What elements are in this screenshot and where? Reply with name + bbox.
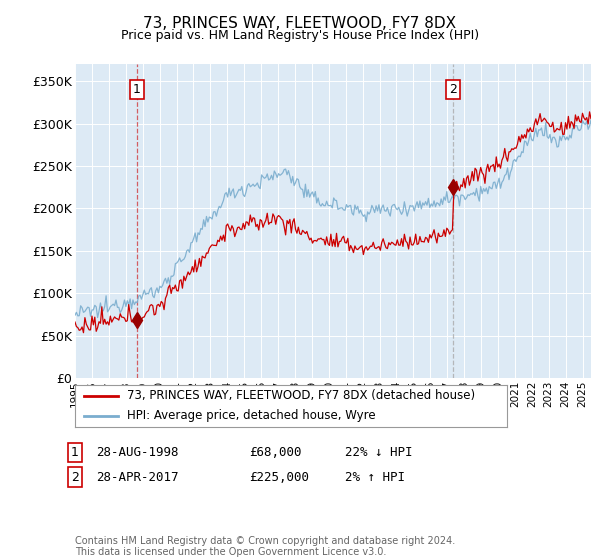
Text: 28-AUG-1998: 28-AUG-1998: [96, 446, 179, 459]
Text: 22% ↓ HPI: 22% ↓ HPI: [345, 446, 413, 459]
Text: 2% ↑ HPI: 2% ↑ HPI: [345, 470, 405, 484]
Text: 1: 1: [133, 83, 141, 96]
Text: Contains HM Land Registry data © Crown copyright and database right 2024.
This d: Contains HM Land Registry data © Crown c…: [75, 535, 455, 557]
Text: 73, PRINCES WAY, FLEETWOOD, FY7 8DX (detached house): 73, PRINCES WAY, FLEETWOOD, FY7 8DX (det…: [127, 389, 475, 402]
Text: 2: 2: [71, 470, 79, 484]
Text: 73, PRINCES WAY, FLEETWOOD, FY7 8DX: 73, PRINCES WAY, FLEETWOOD, FY7 8DX: [143, 16, 457, 31]
Text: 28-APR-2017: 28-APR-2017: [96, 470, 179, 484]
Text: £225,000: £225,000: [249, 470, 309, 484]
Text: Price paid vs. HM Land Registry's House Price Index (HPI): Price paid vs. HM Land Registry's House …: [121, 29, 479, 42]
Text: 1: 1: [71, 446, 79, 459]
Text: HPI: Average price, detached house, Wyre: HPI: Average price, detached house, Wyre: [127, 409, 376, 422]
Text: 2: 2: [449, 83, 457, 96]
Text: £68,000: £68,000: [249, 446, 302, 459]
